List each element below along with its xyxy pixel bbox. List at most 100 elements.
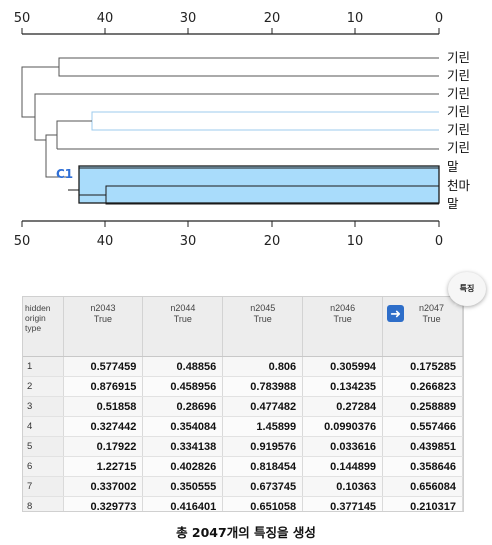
column-name: n2044 bbox=[170, 303, 196, 313]
top-tick-label: 0 bbox=[435, 11, 443, 26]
column-type: True bbox=[93, 314, 113, 324]
leaf-label: 기린 bbox=[447, 68, 470, 83]
table-cell[interactable]: 0.673745 bbox=[222, 476, 304, 497]
column-header-highlighted[interactable]: ➜ n2047 True bbox=[382, 297, 463, 357]
table-cell[interactable]: 0.033616 bbox=[302, 436, 384, 457]
column-type: True bbox=[253, 314, 272, 324]
table-cell[interactable]: 0.656084 bbox=[382, 476, 463, 497]
top-tick-label: 20 bbox=[264, 11, 281, 26]
table-row[interactable]: 5 0.17922 0.334138 0.919576 0.033616 0.439851 bbox=[23, 436, 463, 457]
table-cell[interactable]: 0.557466 bbox=[382, 416, 463, 437]
bottom-tick-label: 30 bbox=[180, 234, 197, 249]
row-index: 5 bbox=[23, 436, 64, 457]
table-cell[interactable]: 0.358646 bbox=[382, 456, 463, 477]
row-index: 1 bbox=[23, 356, 64, 377]
table-cell[interactable]: 1.22715 bbox=[63, 456, 144, 477]
branch bbox=[68, 167, 439, 191]
table-cell[interactable]: 0.350555 bbox=[142, 476, 224, 497]
table-cell[interactable]: 0.377145 bbox=[302, 496, 384, 511]
table-cell[interactable]: 0.0990376 bbox=[302, 416, 384, 437]
cluster-label: C1 bbox=[56, 167, 73, 181]
bottom-tick-label: 10 bbox=[347, 234, 364, 249]
row-header: hidden origin type bbox=[23, 297, 64, 357]
branch bbox=[45, 134, 68, 178]
table-cell[interactable]: 0.327442 bbox=[63, 416, 144, 437]
table-cell[interactable]: 0.919576 bbox=[222, 436, 304, 457]
top-tick-label: 40 bbox=[97, 11, 114, 26]
row-index: 6 bbox=[23, 456, 64, 477]
table-cell[interactable]: 0.305994 bbox=[302, 356, 384, 377]
leaf-label: 천마 bbox=[447, 178, 471, 193]
table-cell[interactable]: 0.258889 bbox=[382, 396, 463, 417]
table-cell[interactable]: 0.783988 bbox=[222, 376, 304, 397]
row-header-line: type bbox=[25, 323, 42, 333]
table-cell[interactable]: 0.48856 bbox=[142, 356, 224, 377]
table-row[interactable]: 3 0.51858 0.28696 0.477482 0.27284 0.258889 bbox=[23, 396, 463, 417]
top-axis: 50 40 30 20 10 0 bbox=[14, 11, 443, 35]
row-index: 4 bbox=[23, 416, 64, 437]
leaf-label: 기린 bbox=[447, 122, 470, 137]
leaf-label: 말 bbox=[447, 159, 459, 174]
table-row[interactable]: 7 0.337002 0.350555 0.673745 0.10363 0.656084 bbox=[23, 476, 463, 497]
column-type: True bbox=[333, 314, 352, 324]
dendrogram-branches bbox=[21, 57, 439, 205]
table-row[interactable]: 1 0.577459 0.48856 0.806 0.305994 0.175285 bbox=[23, 356, 463, 377]
table-cell[interactable]: 0.266823 bbox=[382, 376, 463, 397]
column-name: n2046 bbox=[330, 303, 356, 313]
table-row[interactable]: 4 0.327442 0.354084 1.45899 0.0990376 0.55746… bbox=[23, 416, 463, 437]
branch bbox=[21, 66, 59, 118]
row-index: 2 bbox=[23, 376, 64, 397]
leaf-label: 기린 bbox=[447, 86, 470, 101]
column-header[interactable]: n2046 True bbox=[302, 297, 384, 357]
table-row[interactable]: 6 1.22715 0.402826 0.818454 0.144899 0.358646 bbox=[23, 456, 463, 477]
table-cell[interactable]: 0.337002 bbox=[63, 476, 144, 497]
table-cell[interactable]: 0.477482 bbox=[222, 396, 304, 417]
table-cell[interactable]: 0.175285 bbox=[382, 356, 463, 377]
table-cell[interactable]: 0.439851 bbox=[382, 436, 463, 457]
feature-tooltip: 특징 bbox=[448, 272, 486, 306]
selected-cluster-highlight[interactable] bbox=[78, 165, 440, 204]
table-cell[interactable]: 0.144899 bbox=[302, 456, 384, 477]
table-cell[interactable]: 0.17922 bbox=[63, 436, 144, 457]
feature-table[interactable]: hidden origin type n2043 True n2044 True… bbox=[22, 296, 464, 512]
column-header[interactable]: n2045 True bbox=[222, 297, 304, 357]
table-cell[interactable]: 0.210317 bbox=[382, 496, 463, 511]
column-name: n2047 bbox=[419, 303, 445, 313]
column-header[interactable]: n2044 True bbox=[142, 297, 224, 357]
leaf-label: 기린 bbox=[447, 104, 470, 119]
table-cell[interactable]: 0.134235 bbox=[302, 376, 384, 397]
table-row[interactable]: 2 0.876915 0.458956 0.783988 0.134235 0.26682… bbox=[23, 376, 463, 397]
column-header[interactable]: n2043 True bbox=[63, 297, 144, 357]
row-index: 3 bbox=[23, 396, 64, 417]
column-type: True bbox=[173, 314, 192, 324]
top-tick-label: 10 bbox=[347, 11, 364, 26]
top-tick-label: 50 bbox=[14, 11, 31, 26]
bottom-tick-label: 40 bbox=[97, 234, 114, 249]
table-cell[interactable]: 0.28696 bbox=[142, 396, 224, 417]
table-header-row: hidden origin type n2043 True n2044 True… bbox=[23, 297, 463, 357]
table-cell[interactable]: 0.577459 bbox=[63, 356, 144, 377]
leaf-labels: 기린 기린 기린 기린 기린 기린 말 천마 말 bbox=[447, 50, 471, 211]
table-cell[interactable]: 0.354084 bbox=[142, 416, 224, 437]
bottom-tick-label: 0 bbox=[435, 234, 443, 249]
table-cell[interactable]: 0.416401 bbox=[142, 496, 224, 511]
table-cell[interactable]: 0.329773 bbox=[63, 496, 144, 511]
leaf-label: 말 bbox=[447, 196, 459, 211]
table-cell[interactable]: 0.51858 bbox=[63, 396, 144, 417]
table-cell[interactable]: 0.876915 bbox=[63, 376, 144, 397]
table-cell[interactable]: 0.818454 bbox=[222, 456, 304, 477]
table-cell[interactable]: 0.458956 bbox=[142, 376, 224, 397]
table-cell[interactable]: 0.27284 bbox=[302, 396, 384, 417]
table-cell[interactable]: 0.651058 bbox=[222, 496, 304, 511]
table-cell[interactable]: 1.45899 bbox=[222, 416, 304, 437]
column-type: True bbox=[422, 314, 441, 324]
table-cell[interactable]: 0.806 bbox=[222, 356, 304, 377]
branch bbox=[58, 57, 439, 77]
leaf-label: 기린 bbox=[447, 50, 470, 65]
table-cell[interactable]: 0.10363 bbox=[302, 476, 384, 497]
table-cell[interactable]: 0.334138 bbox=[142, 436, 224, 457]
bottom-tick-label: 20 bbox=[264, 234, 281, 249]
table-row[interactable]: 8 0.329773 0.416401 0.651058 0.377145 0.21031… bbox=[23, 496, 463, 511]
arrow-right-icon: ➜ bbox=[387, 305, 405, 322]
table-cell[interactable]: 0.402826 bbox=[142, 456, 224, 477]
